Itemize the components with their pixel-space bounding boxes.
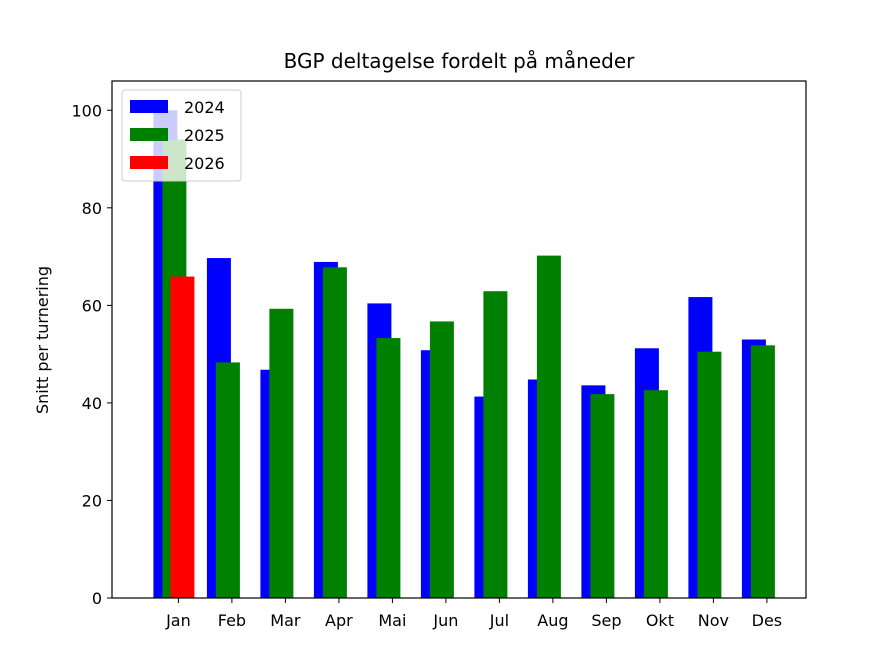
legend-swatch-2026 <box>130 156 168 169</box>
legend-label-2024: 2024 <box>184 98 225 117</box>
x-axis: Jan Feb Mar Apr Mai Jun Jul Aug Sep Okt Nov Des <box>165 598 782 630</box>
x-tick-label: Jun <box>432 611 458 630</box>
legend-swatch-2024 <box>130 100 168 113</box>
bar-2025-feb <box>215 362 240 598</box>
y-tick-label: 80 <box>82 199 102 218</box>
bar-2025-apr <box>322 267 347 598</box>
bars-layer <box>153 110 775 599</box>
x-tick-label: Sep <box>591 611 621 630</box>
x-tick-label: Nov <box>698 611 729 630</box>
x-tick-label: Jan <box>165 611 191 630</box>
y-tick-label: 60 <box>82 296 102 315</box>
bar-2025-mar <box>269 308 294 598</box>
x-tick-label: Mar <box>270 611 301 630</box>
bar-2025-jul <box>483 291 508 598</box>
bar-2026-jan <box>170 276 195 598</box>
legend-swatch-2025 <box>130 128 168 141</box>
legend: 2024 2025 2026 <box>121 89 242 182</box>
y-tick-label: 20 <box>82 491 102 510</box>
x-tick-label: Jul <box>489 611 509 630</box>
chart-title: BGP deltagelse fordelt på måneder <box>284 49 636 73</box>
x-tick-label: Aug <box>537 611 568 630</box>
x-tick-label: Apr <box>325 611 353 630</box>
y-axis: 0 20 40 60 80 100 <box>71 101 112 608</box>
y-tick-label: 100 <box>71 101 102 120</box>
bar-2025-des <box>750 345 775 598</box>
legend-label-2025: 2025 <box>184 126 225 145</box>
bar-2025-sep <box>590 394 615 598</box>
bar-2025-aug <box>536 255 561 599</box>
bar-2025-mai <box>376 338 401 598</box>
bar-2025-nov <box>697 351 722 598</box>
x-tick-label: Mai <box>378 611 406 630</box>
bar-2025-jun <box>429 321 454 598</box>
plot-frame <box>111 80 807 599</box>
legend-label-2026: 2026 <box>184 154 225 173</box>
x-tick-label: Okt <box>646 611 674 630</box>
y-axis-label: Snitt per turnering <box>33 266 52 414</box>
y-tick-label: 40 <box>82 394 102 413</box>
bar-2025-okt <box>643 390 668 598</box>
x-tick-label: Feb <box>218 611 246 630</box>
y-tick-label: 0 <box>92 589 102 608</box>
x-tick-label: Des <box>752 611 783 630</box>
